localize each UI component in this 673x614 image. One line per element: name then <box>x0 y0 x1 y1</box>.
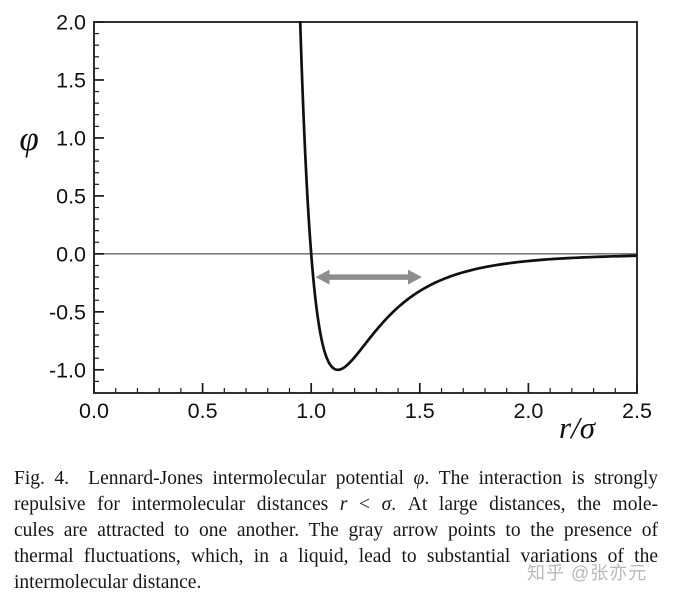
x-axis-label: r/σ <box>559 410 597 445</box>
caption-line: cules are attracted to one another. The … <box>14 520 658 541</box>
figure-caption: Fig. 4. Lennard-Jones intermolecular pot… <box>0 466 673 596</box>
caption-line: intermolecular distance. <box>14 572 202 593</box>
fluctuation-arrow-right-head <box>407 269 422 285</box>
x-tick-label: 0.0 <box>79 399 109 423</box>
x-tick-label: 2.5 <box>622 399 652 423</box>
caption-line: repulsive for intermolecular distances r… <box>14 494 659 515</box>
y-tick-label: 2.0 <box>56 11 86 35</box>
plot-frame <box>93 21 638 394</box>
x-tick-label: 2.0 <box>513 399 543 423</box>
x-tick-label: 1.5 <box>405 399 435 423</box>
y-tick-label: -0.5 <box>49 300 86 324</box>
lj-curve <box>298 21 637 372</box>
y-tick-label: 0.5 <box>56 184 86 208</box>
y-tick-label: 1.5 <box>56 68 86 92</box>
x-tick-label: 0.5 <box>188 399 218 423</box>
y-tick-label: -1.0 <box>49 358 86 382</box>
caption-line: thermal fluctuations, which, in a liquid… <box>14 546 658 567</box>
y-tick-label: 1.0 <box>56 126 86 150</box>
y-axis-label: φ <box>19 119 38 158</box>
watermark: 知乎 @张亦元 <box>527 563 648 583</box>
fluctuation-arrow-left-head <box>315 269 330 285</box>
caption-line: Fig. 4. Lennard-Jones intermolecular pot… <box>14 468 658 489</box>
lj-potential-chart: 0.0 0.5 1.0 1.5 2.0 2.5 -1.0 -0.5 0.0 0.5 1.0 1.5 2.… <box>19 11 652 446</box>
x-tick-label: 1.0 <box>296 399 326 423</box>
y-tick-label: 0.0 <box>56 242 86 266</box>
